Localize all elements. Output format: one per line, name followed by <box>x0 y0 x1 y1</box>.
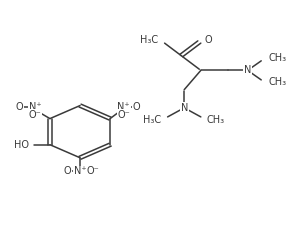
Text: O: O <box>63 166 71 176</box>
Text: CH₃: CH₃ <box>207 115 225 125</box>
Text: N⁺: N⁺ <box>74 166 86 176</box>
Text: N⁺: N⁺ <box>29 102 41 112</box>
Text: O⁻: O⁻ <box>117 110 130 120</box>
Text: O: O <box>133 102 140 112</box>
Text: HO: HO <box>14 140 29 150</box>
Text: O⁻: O⁻ <box>28 110 41 120</box>
Text: N⁺: N⁺ <box>117 102 130 112</box>
Text: CH₃: CH₃ <box>269 53 287 63</box>
Text: H₃C: H₃C <box>140 35 159 45</box>
Text: O: O <box>204 35 212 45</box>
Text: N: N <box>244 65 251 75</box>
Text: N: N <box>181 103 188 113</box>
Text: O⁻: O⁻ <box>86 166 99 176</box>
Text: CH₃: CH₃ <box>269 77 287 87</box>
Text: H₃C: H₃C <box>143 115 162 125</box>
Text: O: O <box>16 102 24 112</box>
